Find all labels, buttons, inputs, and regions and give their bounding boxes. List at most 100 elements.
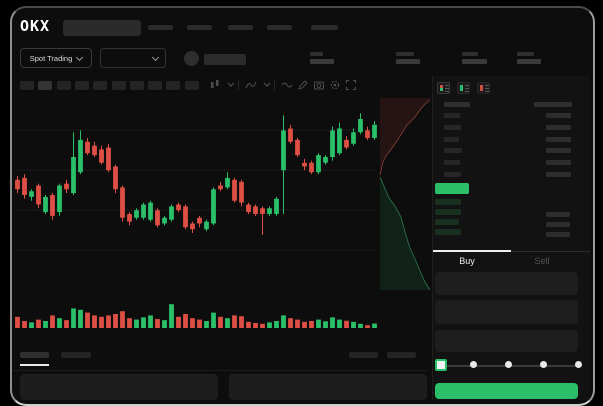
volume-bar <box>281 315 286 328</box>
bottom-action[interactable] <box>387 352 416 358</box>
pair-select-dropdown[interactable] <box>100 48 166 68</box>
stat-group <box>310 52 334 64</box>
slider-stop[interactable] <box>505 361 512 368</box>
ask-row-price[interactable] <box>444 125 461 130</box>
timeframe-button[interactable] <box>56 81 71 90</box>
bid-row-amount <box>546 212 570 217</box>
buy-submit-button[interactable] <box>435 383 578 399</box>
bottom-action[interactable] <box>349 352 378 358</box>
ask-row-price[interactable] <box>444 148 462 153</box>
buy-tab-indicator <box>433 250 511 252</box>
divider <box>433 251 590 252</box>
volume-bar <box>197 319 202 328</box>
volume-bar <box>365 325 370 328</box>
ask-row-price[interactable] <box>444 172 461 177</box>
bottom-tab[interactable] <box>61 352 91 358</box>
slider-stop[interactable] <box>575 361 582 368</box>
candles-icon[interactable] <box>209 79 221 91</box>
candlestick-chart[interactable] <box>14 98 430 292</box>
volume-bar <box>127 318 132 328</box>
volume-bar <box>323 321 328 328</box>
volume-bar <box>85 312 90 328</box>
divider <box>238 80 239 90</box>
slider-handle[interactable] <box>435 359 447 371</box>
nav-item[interactable] <box>228 25 253 30</box>
volume-bar <box>274 321 279 328</box>
timeframe-button[interactable] <box>20 81 34 90</box>
stat-group <box>517 52 541 64</box>
stat-value-placeholder <box>310 59 334 64</box>
chevron-down-icon[interactable] <box>261 79 273 91</box>
timeframe-button[interactable] <box>166 81 181 90</box>
last-price-indicator[interactable] <box>435 183 469 194</box>
asks-book-icon[interactable] <box>477 82 490 94</box>
candle <box>330 130 335 157</box>
order-book-panel: Buy Sell <box>432 76 590 400</box>
nav-item[interactable] <box>148 25 173 30</box>
market-mode-select[interactable]: Spot Trading <box>20 48 92 68</box>
bid-row-price[interactable] <box>435 219 459 225</box>
timeframe-button[interactable] <box>184 81 199 90</box>
bid-row-price[interactable] <box>435 199 461 205</box>
bid-row-amount <box>546 232 570 237</box>
bottom-tab[interactable] <box>20 352 49 358</box>
stat-label-placeholder <box>462 52 478 56</box>
nav-item[interactable] <box>311 25 338 30</box>
expand-icon[interactable] <box>345 79 357 91</box>
timeframe-button[interactable] <box>148 81 163 90</box>
gear-icon[interactable] <box>329 79 341 91</box>
timeframe-button[interactable] <box>93 81 108 90</box>
candle <box>50 195 55 216</box>
wave-icon[interactable] <box>281 79 293 91</box>
volume-bar <box>190 318 195 328</box>
combined-book-icon[interactable] <box>437 82 450 94</box>
timeframe-button[interactable] <box>129 81 144 90</box>
slider-stop[interactable] <box>470 361 477 368</box>
chevron-down-icon <box>76 53 84 61</box>
nav-item[interactable] <box>267 25 292 30</box>
pencil-icon[interactable] <box>297 79 309 91</box>
nav-item[interactable] <box>187 25 212 30</box>
orders-panel-placeholder[interactable] <box>20 374 218 400</box>
bid-row-price[interactable] <box>435 229 461 235</box>
stat-label-placeholder <box>310 52 323 56</box>
tab-buy[interactable]: Buy <box>459 256 475 266</box>
candle <box>155 210 160 226</box>
volume-bar <box>239 316 244 328</box>
bid-row-price[interactable] <box>435 209 461 215</box>
ask-row-price[interactable] <box>444 137 459 142</box>
volume-bar <box>169 304 174 328</box>
timeframe-button[interactable] <box>111 81 126 90</box>
chevron-down-icon[interactable] <box>225 79 237 91</box>
volume-bar <box>302 321 307 328</box>
candle <box>372 124 377 138</box>
order-form-field[interactable] <box>435 300 578 324</box>
timeframe-button[interactable] <box>74 81 89 90</box>
bids-book-icon[interactable] <box>457 82 470 94</box>
icon-part <box>440 88 443 91</box>
ask-row-price[interactable] <box>444 113 460 118</box>
candle <box>218 185 223 190</box>
search-input[interactable] <box>63 20 141 36</box>
icon-part <box>445 88 449 89</box>
volume-bar <box>232 315 237 328</box>
candle <box>176 204 181 211</box>
candle <box>281 130 286 171</box>
indicator-icon[interactable] <box>245 79 257 91</box>
history-panel-placeholder[interactable] <box>229 374 427 400</box>
ask-row-price[interactable] <box>444 160 460 165</box>
order-form-field[interactable] <box>435 330 578 352</box>
candle <box>309 162 314 173</box>
slider-stop[interactable] <box>540 361 547 368</box>
camera-icon[interactable] <box>313 79 325 91</box>
volume-bar <box>120 311 125 328</box>
volume-bar <box>43 321 48 328</box>
volume-bar <box>22 321 27 328</box>
divider <box>274 80 275 90</box>
order-form-field[interactable] <box>435 272 578 295</box>
timeframe-button[interactable] <box>38 81 53 90</box>
stat-label-placeholder <box>396 52 414 56</box>
candle <box>169 206 174 220</box>
tab-sell[interactable]: Sell <box>534 256 550 266</box>
icon-part <box>460 85 463 88</box>
